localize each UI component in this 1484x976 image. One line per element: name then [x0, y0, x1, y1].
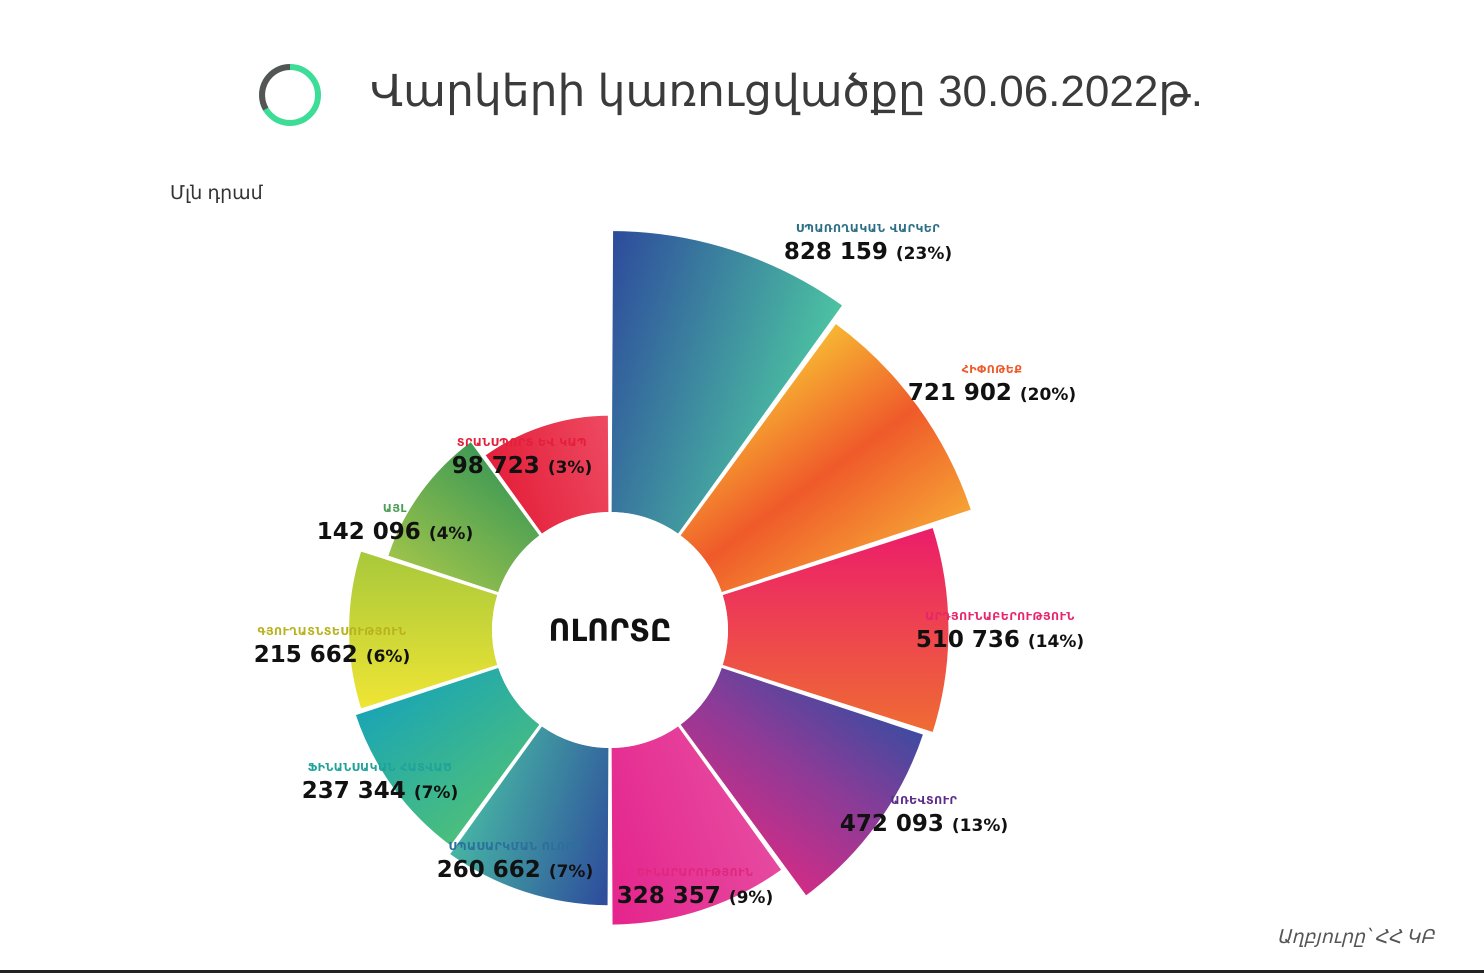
value-label: 828 159 (23%)	[784, 239, 952, 265]
value-label: 237 344 (7%)	[302, 778, 458, 804]
value-label: 721 902 (20%)	[908, 380, 1076, 406]
category-label: ԱՅԼ	[383, 502, 408, 515]
bottom-divider	[0, 970, 1484, 973]
category-label: ԱՐԴՅՈՒՆԱԲԵՐՈՒԹՅՈՒՆ	[925, 610, 1075, 623]
value-label: 328 357 (9%)	[617, 883, 773, 909]
center-label: ՈԼՈՐՏԸ	[549, 614, 672, 649]
category-label: ՍՊԱՍԱՐԿՄԱՆ ՈԼՈՐՏ	[448, 840, 581, 853]
source-note: Աղբյուրը՝ ՀՀ ԿԲ	[1276, 927, 1434, 948]
unit-label: Մլն դրամ	[170, 183, 263, 204]
category-label: ԳՅՈՒՂԱՏՆՏԵՍՈՒԹՅՈՒՆ	[257, 625, 406, 638]
value-label: 472 093 (13%)	[840, 811, 1008, 837]
category-label: ՖԻՆԱՆՍԱԿԱՆ ՀԱՏՎԱԾ	[308, 761, 453, 774]
chart-title: Վարկերի կառուցվածքը 30.06.2022թ.	[370, 67, 1203, 116]
ring-logo-icon	[259, 64, 321, 126]
center-hole	[492, 512, 728, 748]
value-label: 215 662 (6%)	[254, 642, 410, 668]
category-label: ԱՌԵՎՏՈՒՐ	[891, 794, 958, 807]
category-label: ՏՐԱՆՍՊՈՐՏ ԵՎ ԿԱՊ	[457, 436, 587, 449]
category-label: ՀԻՓՈԹԵՔ	[962, 363, 1023, 376]
category-label: ՇԻՆԱՐԱՐՈՒԹՅՈՒՆ	[637, 866, 754, 879]
value-label: 98 723 (3%)	[452, 453, 592, 479]
value-label: 510 736 (14%)	[916, 627, 1084, 653]
value-label: 260 662 (7%)	[437, 857, 593, 883]
value-label: 142 096 (4%)	[317, 519, 473, 545]
category-label: ՍՊԱՌՈՂԱԿԱՆ ՎԱՐԿԵՐ	[796, 222, 940, 235]
